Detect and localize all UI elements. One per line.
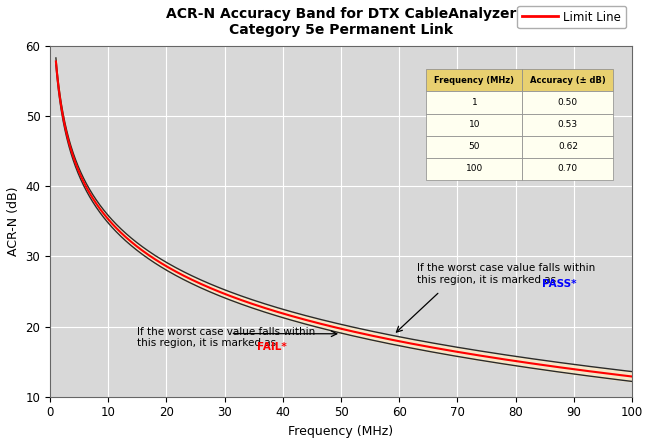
- Text: If the worst case value falls within
this region, it is marked as: If the worst case value falls within thi…: [417, 263, 595, 285]
- Y-axis label: ACR-N (dB): ACR-N (dB): [7, 186, 20, 256]
- Title: ACR-N Accuracy Band for DTX CableAnalyzer
Category 5e Permanent Link: ACR-N Accuracy Band for DTX CableAnalyze…: [166, 7, 516, 37]
- Text: If the worst case value falls within
this region, it is marked as: If the worst case value falls within thi…: [137, 327, 316, 348]
- Text: PASS*: PASS*: [541, 279, 577, 289]
- X-axis label: Frequency (MHz): Frequency (MHz): [289, 425, 394, 438]
- Text: FAIL*: FAIL*: [257, 342, 287, 352]
- Legend: Limit Line: Limit Line: [517, 6, 626, 28]
